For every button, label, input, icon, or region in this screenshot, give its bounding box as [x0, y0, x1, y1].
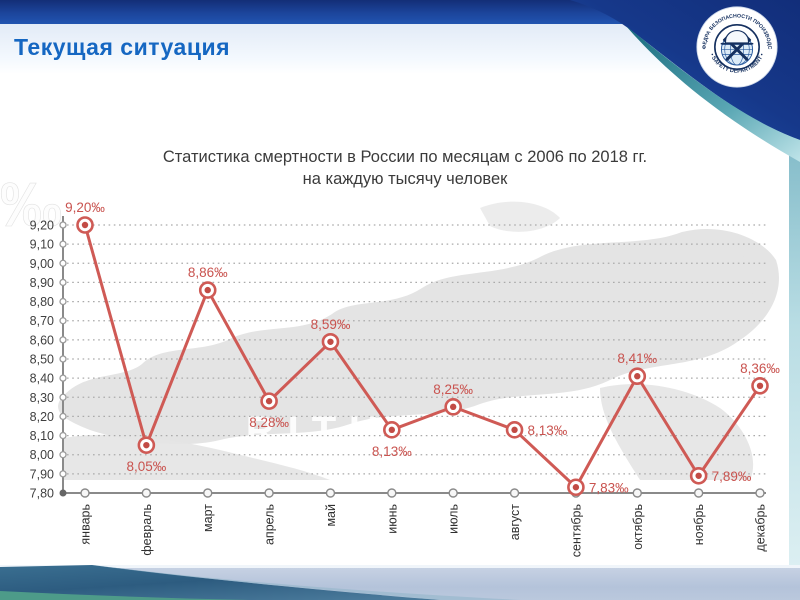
data-point-core	[265, 397, 273, 405]
y-axis-tick-marker	[59, 221, 67, 229]
y-axis-tick-marker	[59, 451, 67, 459]
x-axis-month-label: октябрь	[631, 504, 645, 550]
x-axis-month-label: август	[508, 504, 522, 541]
bottom-wave-decoration	[0, 565, 520, 600]
data-point-label: 8,13‰	[372, 444, 412, 459]
y-axis-tick-label: 8,70	[30, 314, 54, 328]
right-edge-band	[789, 128, 800, 568]
y-axis-tick-marker	[59, 297, 67, 306]
y-axis-tick-label: 9,10	[30, 238, 54, 252]
axis-origin-marker	[59, 489, 67, 497]
y-axis-tick-marker	[59, 393, 67, 401]
x-axis-month-label: июнь	[385, 504, 399, 534]
data-point-core	[204, 286, 211, 294]
y-axis-tick-label: 8,20	[30, 410, 54, 424]
x-axis-month-label: сентябрь	[569, 504, 583, 557]
wave-teal-accent	[0, 591, 250, 600]
x-axis-tick-marker	[632, 488, 642, 498]
plot-area: 9,20 9,10 9,00 8,90 8,80 8,70 8,60 8,50 8,40 8,30…	[30, 200, 781, 557]
x-axis-month-label: май	[324, 504, 338, 527]
y-axis-tick-label: 8,40	[30, 372, 54, 386]
y-axis-tick-marker	[59, 374, 67, 382]
data-point-core	[143, 441, 150, 449]
y-axis-tick-label: 8,10	[30, 429, 54, 443]
chart-subtitle: на каждую тысячу человек	[303, 170, 509, 188]
data-point-core	[327, 338, 334, 345]
y-axis-tick-marker	[59, 431, 67, 440]
x-axis-month-label: январь	[79, 504, 93, 545]
x-axis-tick-marker	[755, 488, 765, 498]
x-axis-month-label: июль	[447, 504, 461, 534]
data-point-label: 9,20‰	[65, 200, 105, 215]
y-axis-tick-label: 8,30	[30, 391, 54, 405]
y-axis-tick-marker	[59, 240, 67, 248]
data-point-core	[449, 403, 457, 411]
y-axis-tick-label: 8,90	[30, 276, 54, 290]
data-point-label: 8,13‰	[528, 423, 568, 438]
data-point-label: 8,59‰	[311, 317, 351, 332]
data-point-label: 7,83‰	[589, 480, 629, 495]
x-axis-month-label: апрель	[263, 504, 277, 545]
page-title: Текущая ситуация	[14, 34, 231, 60]
chart-title: Статистика смертности в России по месяца…	[163, 148, 647, 166]
x-axis-tick-marker	[693, 488, 704, 498]
x-axis-month-label: февраль	[140, 504, 154, 556]
data-line	[83, 223, 762, 489]
x-axis-tick-marker	[80, 488, 90, 498]
data-point-core	[511, 426, 518, 434]
data-point-core	[695, 472, 702, 479]
y-axis-tick-label: 7,90	[30, 467, 54, 481]
x-axis-tick-marker	[203, 488, 213, 498]
data-point-core	[756, 382, 764, 389]
corner-teal-swoosh	[626, 26, 800, 162]
data-point-core	[81, 221, 89, 229]
x-axis-tick-marker	[264, 488, 274, 498]
y-axis-tick-marker	[59, 259, 67, 267]
y-axis-tick-marker	[59, 317, 67, 325]
data-point-label: 7,89‰	[712, 469, 752, 484]
data-point-label: 8,28‰	[249, 415, 289, 430]
x-axis-tick-marker	[509, 488, 520, 498]
data-point-core	[572, 484, 580, 491]
y-axis-tick-label: 8,60	[30, 333, 54, 347]
data-point-core	[634, 373, 641, 380]
y-axis-tick-label: 8,50	[30, 353, 54, 367]
data-point-label: 8,36‰	[740, 361, 780, 376]
x-axis-tick-marker	[448, 488, 458, 498]
x-axis-tick-marker	[325, 488, 336, 498]
x-axis-tick-marker	[141, 488, 152, 498]
y-axis-tick-label: 9,00	[30, 257, 54, 271]
y-axis-tick-label: 8,80	[30, 295, 54, 309]
y-axis-tick-label: 7,80	[30, 487, 54, 501]
permille-watermark: ‰	[0, 171, 62, 240]
x-axis-month-label: декабрь	[754, 504, 768, 552]
data-point-core	[388, 426, 396, 434]
y-axis-tick-marker	[59, 336, 67, 344]
y-axis-tick-marker	[59, 470, 67, 478]
y-axis-tick-marker	[59, 355, 67, 363]
data-point-label: 8,05‰	[126, 459, 166, 474]
x-axis-month-label: март	[201, 504, 215, 532]
y-axis-tick-marker	[59, 412, 67, 421]
data-point-label: 8,25‰	[433, 382, 473, 397]
x-axis-tick-marker	[387, 488, 397, 498]
data-point-label: 8,41‰	[617, 351, 657, 366]
y-axis-tick-label: 9,20	[30, 219, 54, 233]
safety-department-logo: КАФЕДРА БЕЗОПАСНОСТИ ПРОИЗВОДСТВ • SAFET…	[696, 6, 778, 88]
x-axis-month-label: ноябрь	[692, 504, 706, 545]
data-point-label: 8,86‰	[188, 265, 228, 280]
y-axis-tick-marker	[59, 278, 67, 287]
helmet-icon	[720, 30, 754, 45]
y-axis-tick-label: 8,00	[30, 448, 54, 462]
wave-dark-shape	[0, 565, 440, 600]
mortality-chart: ‰ RITUAL.RU Статистика смертности в Росс…	[0, 148, 781, 557]
